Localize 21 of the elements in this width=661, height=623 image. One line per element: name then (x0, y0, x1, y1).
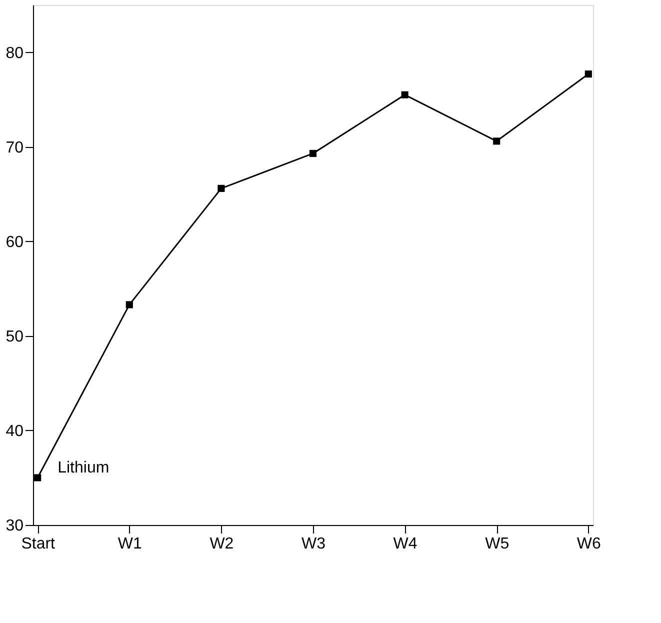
y-tick-label: 70 (6, 139, 24, 156)
x-tick-label: W1 (118, 536, 142, 552)
x-tick-label: Start (21, 536, 56, 552)
point (218, 184, 225, 192)
y-tick-label: 50 (6, 328, 24, 346)
annotation: Lithium (58, 460, 110, 477)
y-tick-label: 30 (6, 518, 24, 534)
point (493, 138, 500, 145)
y-tick-label: 40 (6, 422, 24, 440)
point (309, 150, 317, 157)
y-tick-label: 60 (6, 234, 24, 251)
x-tick-label: W3 (302, 536, 326, 552)
point (34, 474, 42, 482)
x-tick-label: W2 (210, 536, 234, 552)
x-tick-label: W4 (393, 536, 418, 552)
point (126, 301, 133, 308)
x-tick-label: W6 (576, 536, 602, 552)
point (401, 91, 408, 98)
y-tick-label: 80 (6, 44, 24, 62)
point (584, 70, 592, 78)
x-tick-label: W5 (485, 536, 510, 552)
